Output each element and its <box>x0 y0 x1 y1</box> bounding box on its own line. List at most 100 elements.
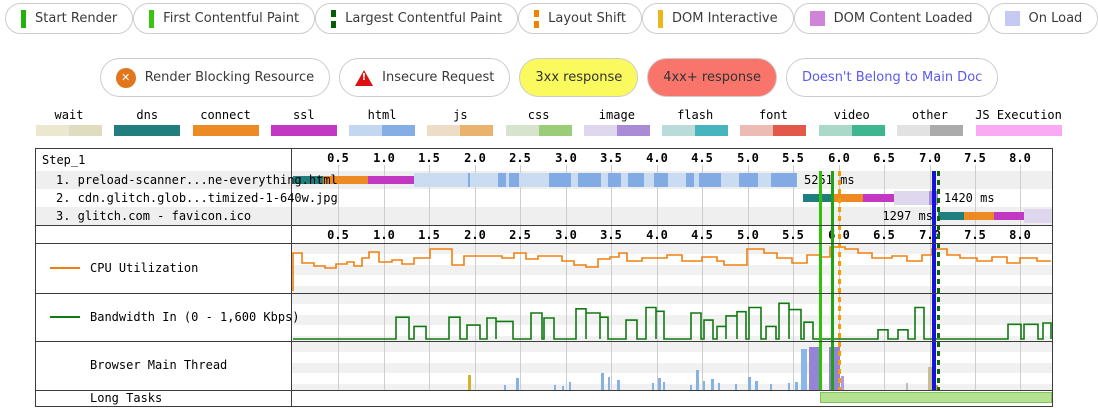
time-tick-label: 7.0 <box>919 151 941 165</box>
main-thread-bar <box>748 377 751 390</box>
request-bar-dns[interactable] <box>938 212 964 220</box>
request-bar-download[interactable] <box>1024 209 1052 223</box>
mime-swatch-dark <box>695 125 729 136</box>
render-blocking-icon: ✕ <box>115 67 136 88</box>
legend-pill-start-render: Start Render <box>5 3 134 34</box>
legend-pill-dom-interactive: DOM Interactive <box>642 3 794 34</box>
main-thread-bar <box>504 385 506 390</box>
mime-label: js <box>453 108 468 122</box>
time-gridline <box>338 165 339 390</box>
request-label[interactable]: 2. cdn.glitch.glob...timized-1-640w.jpg <box>56 191 338 205</box>
legend-pill-largest-contentful-paint: Largest Contentful Paint <box>315 3 519 34</box>
time-gridline <box>748 165 749 390</box>
waterfall-chart-area: 0.5 0.5 1.0 1.0 1.5 1.5 2.0 2.0 2.5 2.5 3.0 3.0 3.5 3… <box>292 149 1052 406</box>
label-column-border <box>291 149 292 406</box>
request-row[interactable] <box>36 207 1052 225</box>
first-contentful-paint-swatch-icon <box>149 9 155 28</box>
mime-item-connect: connect <box>192 108 259 136</box>
mime-swatch-dark <box>69 125 102 136</box>
main-thread-bar <box>569 382 571 390</box>
time-gridline <box>657 165 658 390</box>
mime-type-legend: wait dns connect ssl html js css image flash font… <box>0 108 1098 136</box>
legend-label: DOM Content Loaded <box>833 11 973 26</box>
main-thread-bar <box>829 347 840 390</box>
mime-swatch-dark <box>303 125 337 136</box>
legend-label: Start Render <box>35 11 118 26</box>
main-thread-bar <box>841 376 844 390</box>
request-label[interactable]: 1. preload-scanner...ne-everything.html <box>56 173 338 187</box>
time-gridline <box>793 165 794 390</box>
mime-label: connect <box>200 108 251 122</box>
main-thread-bar <box>809 347 820 390</box>
request-bar-dns[interactable] <box>803 194 834 202</box>
time-gridline <box>702 165 703 390</box>
mime-swatch-light <box>36 125 69 136</box>
divider <box>36 341 1052 342</box>
request-bar-connect[interactable] <box>964 212 994 220</box>
legend-row-flags: ✕ Render Blocking Resource! Insecure Reque… <box>0 58 1098 97</box>
mime-swatch-dark <box>147 125 181 136</box>
time-tick-label: 7.5 <box>964 228 986 242</box>
mime-item-js-execution: JS Execution <box>975 108 1062 136</box>
main-thread-bar <box>601 373 604 390</box>
mime-item-image: image <box>583 108 650 136</box>
request-bar-ssl[interactable] <box>994 212 1024 220</box>
request-bar-ssl[interactable] <box>368 176 414 184</box>
main-thread-bar <box>935 385 938 390</box>
download-chunk <box>628 173 644 187</box>
request-bar-ssl[interactable] <box>863 194 894 202</box>
request-duration-label: 1297 ms <box>882 209 933 223</box>
main-thread-bar <box>663 382 665 390</box>
time-tick-label: 8.0 <box>1009 151 1031 165</box>
legend-label: Insecure Request <box>382 70 495 85</box>
time-tick-label: 4.0 <box>646 228 668 242</box>
waterfall-table: Step_1 1. preload-scanner...ne-everythin… <box>35 148 1053 407</box>
mime-swatch-light <box>192 125 226 136</box>
mime-swatch-light <box>740 125 774 136</box>
main-thread-bar <box>711 379 714 390</box>
main-thread-bar <box>554 385 556 390</box>
mime-swatch-light <box>818 125 852 136</box>
time-tick-label: 1.5 <box>418 228 440 242</box>
event-line-first-contentful-paint <box>831 171 834 390</box>
time-tick-label: 5.0 <box>737 151 759 165</box>
mime-label: ssl <box>292 108 315 122</box>
time-tick-label: 6.5 <box>873 151 895 165</box>
legend-label: Render Blocking Resource <box>144 70 315 85</box>
mime-item-wait: wait <box>36 108 102 136</box>
mime-label: video <box>833 108 870 122</box>
request-bar-connect[interactable] <box>323 176 368 184</box>
request-bar-connect[interactable] <box>834 194 863 202</box>
time-gridline <box>884 165 885 390</box>
mime-swatch-dark <box>773 125 807 136</box>
download-chunk <box>686 173 694 187</box>
time-tick-label: 2.5 <box>509 228 531 242</box>
cpu-section-label: CPU Utilization <box>90 261 199 275</box>
mime-label: dns <box>136 108 159 122</box>
mime-item-other: other <box>896 108 963 136</box>
time-gridline <box>975 165 976 390</box>
time-tick-label: 5.0 <box>737 228 759 242</box>
request-bar-dns[interactable] <box>293 176 323 184</box>
main-thread-bar <box>516 378 519 390</box>
divider <box>36 243 1052 244</box>
download-chunk <box>739 173 758 187</box>
mime-item-font: font <box>740 108 807 136</box>
request-bar-download[interactable] <box>894 191 929 205</box>
mime-swatch <box>818 125 885 136</box>
cpu-band-bg <box>292 244 1052 293</box>
event-line-largest-contentful-paint <box>937 171 940 390</box>
legend-pill-render-blocking-resource: ✕ Render Blocking Resource <box>99 58 331 97</box>
legend-label: First Contentful Paint <box>163 11 300 26</box>
request-row[interactable] <box>36 189 1052 207</box>
legend-row-metrics: Start Render First Contentful Paint Larges… <box>0 3 1098 34</box>
largest-contentful-paint-swatch-icon <box>331 9 337 28</box>
main-thread-band-bg <box>292 342 1052 390</box>
main-thread-bar <box>617 380 620 390</box>
time-tick-label: 6.0 <box>828 151 850 165</box>
main-thread-bar <box>696 370 699 390</box>
main-thread-bar <box>608 377 610 390</box>
time-tick-label: 7.5 <box>964 151 986 165</box>
request-label[interactable]: 3. glitch.com - favicon.ico <box>56 209 252 223</box>
mime-swatch <box>192 125 259 136</box>
